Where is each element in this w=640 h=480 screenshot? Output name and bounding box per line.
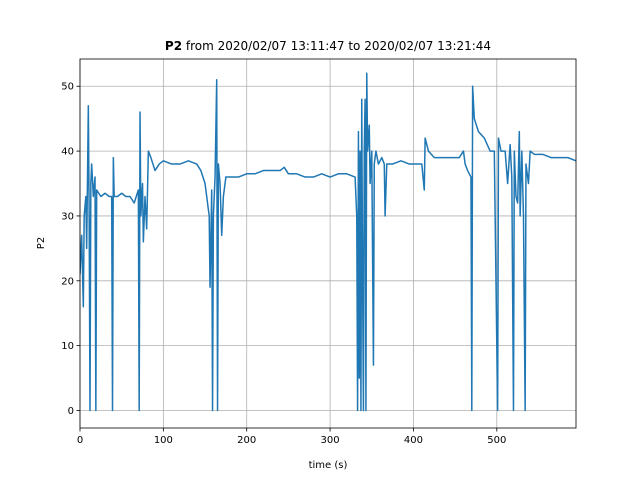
x-tick-label: 100 [154,435,173,446]
x-tick-label: 0 [77,435,83,446]
y-tick-label: 0 [68,406,74,417]
y-tick-label: 10 [61,341,74,352]
y-tick-label: 20 [61,276,74,287]
x-tick-label: 300 [321,435,340,446]
y-axis-label: P2 [36,237,47,249]
x-axis-label: time (s) [309,460,348,471]
y-tick-label: 40 [61,147,74,158]
data-line [80,72,576,412]
y-tick-label: 50 [61,82,74,93]
x-tick-label: 400 [404,435,423,446]
chart-title: P2 from 2020/02/07 13:11:47 to 2020/02/0… [165,39,491,53]
x-tick-label: 500 [487,435,506,446]
plot-frame [79,58,577,429]
title-bold: P2 [165,39,182,53]
x-tick-label: 200 [237,435,256,446]
y-tick-label: 30 [61,211,74,222]
title-rest: from 2020/02/07 13:11:47 to 2020/02/07 1… [186,39,491,53]
